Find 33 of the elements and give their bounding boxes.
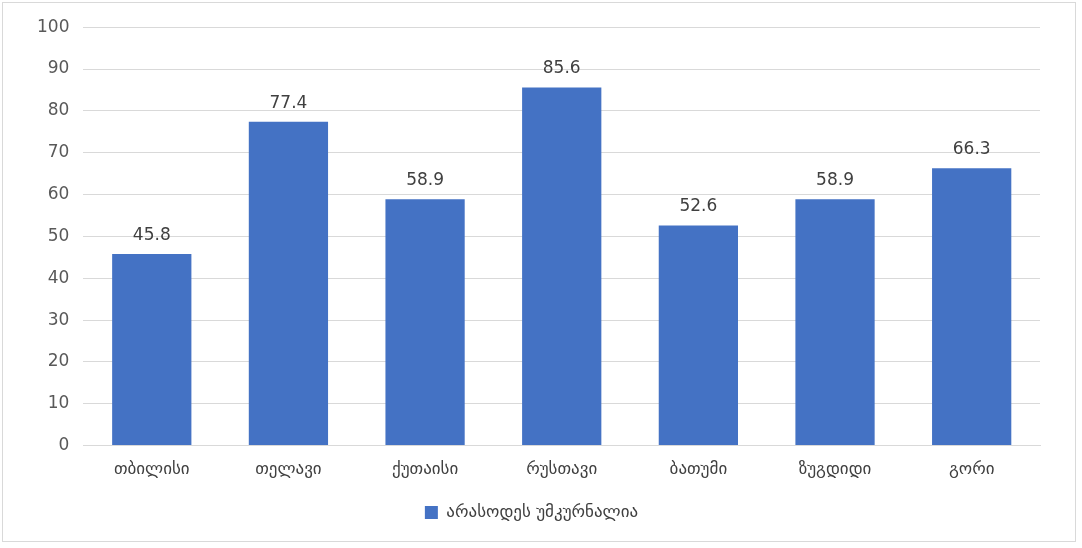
x-tick-label: ზუგდიდი <box>798 458 872 479</box>
bar <box>795 199 875 446</box>
data-label: 58.9 <box>816 169 854 190</box>
bar <box>658 225 738 446</box>
x-tick-label: ბათუმი <box>669 458 728 479</box>
y-tick-label: 90 <box>47 57 70 78</box>
data-label: 52.6 <box>679 195 718 216</box>
bar <box>932 168 1012 446</box>
x-tick-label: გორი <box>948 458 995 479</box>
bar <box>112 253 192 446</box>
y-tick-label: 50 <box>47 224 70 245</box>
x-tick-label: ქუთაისი <box>391 458 459 479</box>
legend-label: არასოდეს უმკურნალია <box>446 500 639 521</box>
y-tick-label: 80 <box>47 99 70 120</box>
data-label: 45.8 <box>132 223 171 244</box>
x-tick-label: თელავი <box>255 458 322 479</box>
y-tick-label: 70 <box>47 141 70 162</box>
y-tick-label: 20 <box>47 350 70 371</box>
x-tick-label: რუსთავი <box>526 458 598 479</box>
y-tick-label: 0 <box>58 434 70 455</box>
y-tick-label: 100 <box>36 15 70 36</box>
data-label: 58.9 <box>406 169 444 190</box>
y-tick-label: 60 <box>47 182 70 203</box>
data-label: 85.6 <box>542 57 581 78</box>
data-label: 66.3 <box>952 138 991 159</box>
bar <box>522 87 602 446</box>
data-label: 77.4 <box>269 91 308 112</box>
bar <box>248 121 329 446</box>
y-tick-label: 40 <box>47 266 70 287</box>
y-tick-label: 10 <box>47 392 70 413</box>
bar <box>385 199 465 446</box>
y-tick-label: 30 <box>47 308 70 329</box>
x-tick-label: თბილისი <box>113 458 190 479</box>
